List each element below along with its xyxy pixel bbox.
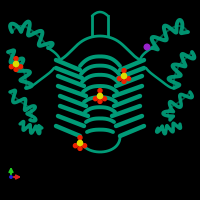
Circle shape [103,97,107,101]
Circle shape [97,93,103,99]
Circle shape [144,44,150,50]
Circle shape [98,99,102,103]
Circle shape [78,146,82,150]
Circle shape [78,136,82,140]
Circle shape [127,77,131,81]
Circle shape [117,77,121,81]
Circle shape [10,176,12,178]
Circle shape [77,140,83,146]
Circle shape [93,97,97,101]
Circle shape [122,79,126,83]
Circle shape [14,57,18,61]
Circle shape [121,73,127,79]
Circle shape [13,61,19,67]
Circle shape [73,144,77,148]
Circle shape [98,89,102,93]
Circle shape [19,65,23,69]
Circle shape [122,69,126,73]
Circle shape [83,144,87,148]
Circle shape [14,67,18,71]
Circle shape [9,65,13,69]
